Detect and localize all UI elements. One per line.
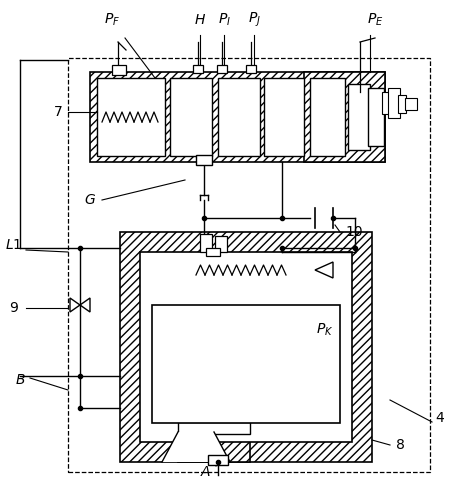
Bar — [170, 78, 212, 156]
Text: 8: 8 — [394, 438, 404, 452]
Bar — [214, 236, 227, 252]
Bar — [177, 432, 213, 462]
Bar — [200, 234, 212, 252]
Bar — [192, 65, 202, 73]
Polygon shape — [162, 432, 229, 462]
Bar — [217, 65, 227, 73]
Text: $H$: $H$ — [193, 13, 206, 27]
Bar — [97, 78, 165, 156]
Bar — [152, 305, 339, 423]
Text: $A$: $A$ — [200, 465, 211, 479]
Bar — [381, 92, 389, 114]
Bar — [397, 95, 405, 113]
Bar — [245, 65, 255, 73]
Text: $P_E$: $P_E$ — [366, 12, 382, 28]
Bar — [112, 65, 126, 75]
Bar — [213, 432, 249, 462]
Bar — [404, 98, 416, 110]
Bar — [177, 422, 249, 434]
Text: 10: 10 — [344, 225, 362, 239]
Bar — [207, 455, 228, 465]
Bar — [68, 58, 429, 472]
Bar — [387, 88, 399, 118]
Bar — [90, 72, 384, 162]
Text: 4: 4 — [435, 411, 444, 425]
Bar — [217, 78, 259, 156]
Text: $B$: $B$ — [15, 373, 25, 387]
Text: 9: 9 — [10, 301, 18, 315]
Bar — [140, 252, 351, 442]
Text: 7: 7 — [54, 105, 62, 119]
Text: $L1$: $L1$ — [5, 238, 23, 252]
Text: $P_I$: $P_I$ — [217, 12, 230, 28]
Bar — [120, 232, 371, 462]
Bar — [309, 78, 344, 156]
Bar — [196, 155, 212, 165]
Text: $P_J$: $P_J$ — [247, 11, 260, 29]
Text: $P_K$: $P_K$ — [316, 322, 333, 338]
Bar — [347, 84, 369, 150]
Text: $G$: $G$ — [84, 193, 96, 207]
Bar — [303, 72, 384, 162]
Bar — [206, 248, 219, 256]
Text: $P_F$: $P_F$ — [104, 12, 120, 28]
Bar — [367, 88, 383, 146]
Bar — [263, 78, 303, 156]
